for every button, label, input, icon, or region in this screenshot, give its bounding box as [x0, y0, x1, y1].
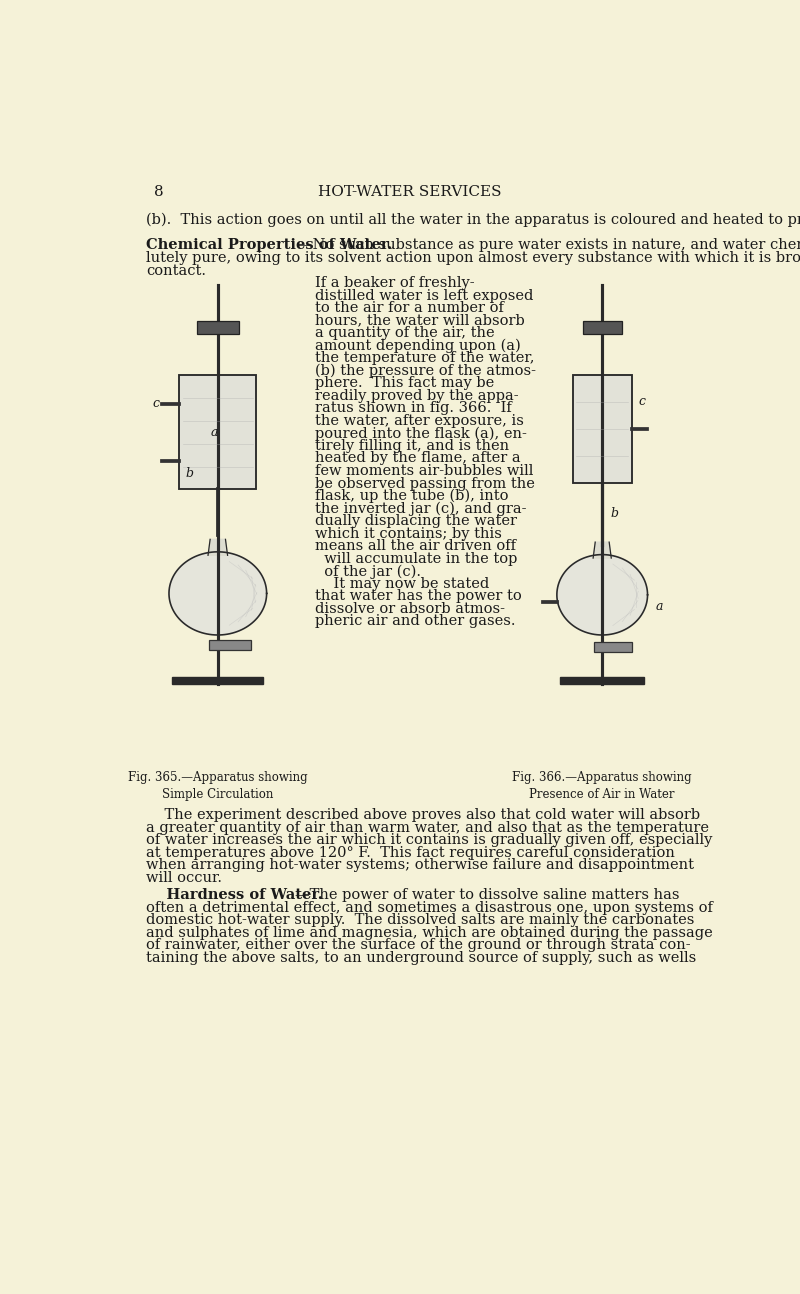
Bar [573, 375, 632, 483]
Text: dissolve or absorb atmos-: dissolve or absorb atmos- [315, 602, 506, 616]
Text: 8: 8 [154, 185, 164, 199]
Text: dually displacing the water: dually displacing the water [315, 514, 518, 528]
Text: pheric air and other gases.: pheric air and other gases. [315, 615, 516, 629]
Text: be observed passing from the: be observed passing from the [315, 476, 535, 490]
Text: ratus shown in fig. 366.  If: ratus shown in fig. 366. If [315, 401, 512, 415]
Polygon shape [593, 542, 611, 558]
Text: the inverted jar (c), and gra-: the inverted jar (c), and gra- [315, 502, 527, 516]
Text: when arranging hot-water systems; otherwise failure and disappointment: when arranging hot-water systems; otherw… [146, 858, 694, 872]
Text: contact.: contact. [146, 264, 206, 277]
Text: If a beaker of freshly-: If a beaker of freshly- [315, 276, 475, 290]
Text: tirely filling it, and is then: tirely filling it, and is then [315, 439, 510, 453]
Text: and sulphates of lime and magnesia, which are obtained during the passage: and sulphates of lime and magnesia, whic… [146, 925, 714, 939]
Text: poured into the flask (a), en-: poured into the flask (a), en- [315, 427, 527, 441]
Text: hours, the water will absorb: hours, the water will absorb [315, 313, 526, 327]
Bar [582, 321, 622, 334]
Text: lutely pure, owing to its solvent action upon almost every substance with which : lutely pure, owing to its solvent action… [146, 251, 800, 265]
Bar [179, 375, 256, 489]
Text: that water has the power to: that water has the power to [315, 589, 522, 603]
Text: heated by the flame, after a: heated by the flame, after a [315, 452, 521, 466]
Text: HOT-WATER SERVICES: HOT-WATER SERVICES [318, 185, 502, 199]
Text: few moments air-bubbles will: few moments air-bubbles will [315, 465, 534, 477]
Text: the temperature of the water,: the temperature of the water, [315, 351, 535, 365]
Bar [594, 642, 632, 652]
Text: —No such substance as pure water exists in nature, and water chemically prepared: —No such substance as pure water exists … [298, 238, 800, 252]
Text: a quantity of the air, the: a quantity of the air, the [315, 326, 495, 340]
Text: of water increases the air which it contains is gradually given off, especially: of water increases the air which it cont… [146, 833, 713, 848]
Bar [197, 321, 238, 334]
Text: of rainwater, either over the surface of the ground or through strata con-: of rainwater, either over the surface of… [146, 938, 691, 952]
Text: b: b [185, 467, 193, 480]
Text: readily proved by the appa-: readily proved by the appa- [315, 388, 519, 402]
Text: means all the air driven off: means all the air driven off [315, 540, 517, 554]
Text: b: b [610, 507, 618, 520]
Polygon shape [169, 551, 266, 635]
Text: (b) the pressure of the atmos-: (b) the pressure of the atmos- [315, 364, 537, 378]
Text: flask, up the tube (b), into: flask, up the tube (b), into [315, 489, 509, 503]
Text: taining the above salts, to an underground source of supply, such as wells: taining the above salts, to an undergrou… [146, 951, 697, 965]
Text: a greater quantity of air than warm water, and also that as the temperature: a greater quantity of air than warm wate… [146, 820, 710, 835]
Text: a: a [656, 600, 663, 613]
Text: domestic hot-water supply.  The dissolved salts are mainly the carbonates: domestic hot-water supply. The dissolved… [146, 914, 695, 927]
Text: distilled water is left exposed: distilled water is left exposed [315, 289, 534, 303]
Text: often a detrimental effect, and sometimes a disastrous one, upon systems of: often a detrimental effect, and sometime… [146, 901, 714, 915]
Text: amount depending upon (a): amount depending upon (a) [315, 339, 522, 353]
Text: Fig. 366.—Apparatus showing
Presence of Air in Water: Fig. 366.—Apparatus showing Presence of … [512, 771, 692, 801]
Text: c: c [153, 397, 160, 410]
Text: Fig. 365.—Apparatus showing
Simple Circulation: Fig. 365.—Apparatus showing Simple Circu… [128, 771, 308, 801]
Text: which it contains; by this: which it contains; by this [315, 527, 502, 541]
Polygon shape [557, 555, 647, 635]
Text: Hardness of Water.: Hardness of Water. [146, 888, 323, 902]
Text: Chemical Properties of Water.: Chemical Properties of Water. [146, 238, 393, 252]
Text: to the air for a number of: to the air for a number of [315, 302, 504, 316]
Polygon shape [208, 540, 227, 555]
Text: The experiment described above proves also that cold water will absorb: The experiment described above proves al… [146, 809, 701, 822]
Text: It may now be stated: It may now be stated [315, 577, 490, 591]
Bar [210, 639, 251, 650]
Text: at temperatures above 120° F.  This fact requires careful consideration: at temperatures above 120° F. This fact … [146, 846, 675, 859]
Bar [560, 677, 644, 683]
Text: a: a [210, 426, 218, 439]
Text: phere.  This fact may be: phere. This fact may be [315, 377, 494, 391]
Text: will occur.: will occur. [146, 871, 222, 885]
Text: (b).  This action goes on until all the water in the apparatus is coloured and h: (b). This action goes on until all the w… [146, 214, 800, 228]
Text: will accumulate in the top: will accumulate in the top [315, 551, 518, 565]
Bar [173, 677, 263, 683]
Text: —The power of water to dissolve saline matters has: —The power of water to dissolve saline m… [295, 888, 680, 902]
Text: c: c [639, 396, 646, 409]
Text: the water, after exposure, is: the water, after exposure, is [315, 414, 524, 428]
Text: of the jar (c).: of the jar (c). [315, 564, 422, 578]
